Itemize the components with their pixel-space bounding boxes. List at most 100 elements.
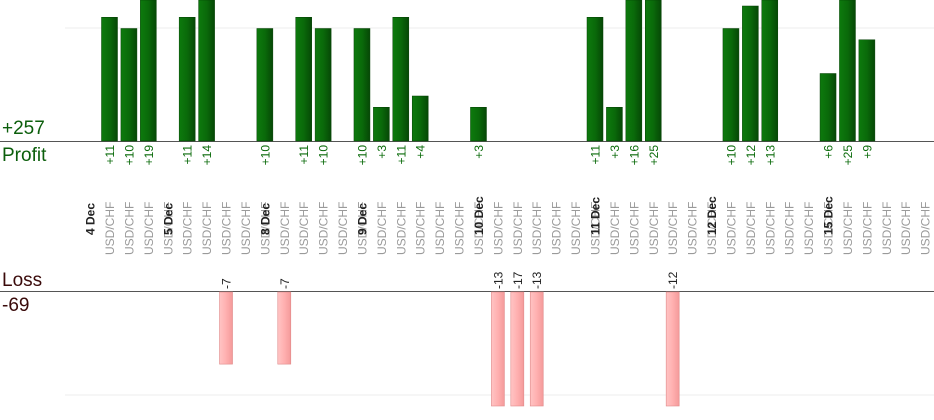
profit-bar [373, 107, 390, 142]
profit-value-label: +14 [200, 145, 214, 166]
category-label: USD/CHF [103, 202, 117, 255]
loss-value-label: -17 [511, 271, 525, 289]
profit-bar [586, 17, 604, 142]
profit-value-label: +25 [647, 145, 661, 166]
category-label: USD/CHF [355, 202, 369, 255]
category-label: USD/CHF [394, 202, 408, 255]
loss-total: -69 [2, 295, 30, 316]
category-label: USD/CHF [919, 202, 933, 255]
category-label: USD/CHF [705, 202, 719, 255]
profit-value-label: +10 [258, 145, 272, 166]
category-label: USD/CHF [550, 202, 564, 255]
category-label: USD/CHF [666, 202, 680, 255]
profit-value-label: +10 [724, 145, 738, 166]
loss-bar [277, 291, 292, 365]
profit-value-label: +11 [394, 145, 408, 165]
category-label: USD/CHF [297, 202, 311, 255]
category-label: USD/CHF [472, 202, 486, 255]
category-label: USD/CHF [336, 202, 350, 255]
category-label: USD/CHF [647, 202, 661, 255]
category-label: USD/CHF [569, 202, 583, 255]
profit-value-label: +12 [744, 145, 758, 166]
profit-bar [858, 39, 876, 142]
profit-bar [606, 107, 623, 142]
profit-value-label: +10 [355, 145, 369, 166]
loss-bar [665, 291, 680, 407]
category-label: USD/CHF [278, 202, 292, 255]
category-label: USD/CHF [802, 202, 816, 255]
profit-value-label: +25 [841, 145, 855, 166]
profit-bar [178, 17, 196, 142]
category-label: USD/CHF [608, 202, 622, 255]
profit-bar [645, 0, 662, 142]
profit-bar [761, 0, 779, 142]
profit-bar [140, 0, 157, 142]
date-label: 15 Dec [822, 196, 836, 235]
category-label: USD/CHF [200, 202, 214, 255]
profit-value-label: +11 [589, 145, 603, 165]
category-label: USD/CHF [453, 202, 467, 255]
category-label: USD/CHF [511, 202, 525, 255]
loss-bar [510, 291, 525, 407]
category-label: USD/CHF [589, 202, 603, 255]
category-label: USD/CHF [686, 202, 700, 255]
loss-bar [529, 291, 544, 407]
category-label: USD/CHF [161, 202, 175, 255]
profit-bar [198, 0, 215, 142]
profit-value-label: +3 [608, 145, 622, 159]
profit-bar [819, 73, 837, 142]
category-label: USD/CHF [899, 202, 913, 255]
profit-value-label: +13 [763, 145, 777, 166]
category-label: USD/CHF [414, 202, 428, 255]
category-label: USD/CHF [783, 202, 797, 255]
category-label: USD/CHF [122, 202, 136, 255]
category-label: USD/CHF [491, 202, 505, 255]
category-label: USD/CHF [258, 202, 272, 255]
profit-value-label: +16 [627, 145, 641, 166]
category-label: USD/CHF [822, 202, 836, 255]
date-label: 5 Dec [161, 203, 175, 235]
profit-value-label: +10 [122, 145, 136, 166]
profit-bar [742, 5, 759, 142]
category-label: USD/CHF [763, 202, 777, 255]
date-label: 10 Dec [472, 196, 486, 235]
profit-bar [256, 28, 274, 142]
loss-bar [219, 291, 233, 365]
date-label: 12 Dec [705, 196, 719, 235]
profit-label: Profit [2, 145, 47, 166]
profit-bar [120, 28, 138, 142]
category-label: USD/CHF [880, 202, 894, 255]
profit-total: +257 [2, 118, 45, 139]
date-label: 11 Dec [589, 197, 603, 235]
category-label: USD/CHF [317, 202, 331, 255]
category-label: USD/CHF [744, 202, 758, 255]
category-label: USD/CHF [239, 202, 253, 255]
loss-label: Loss [2, 270, 43, 291]
category-label: USD/CHF [627, 202, 641, 255]
profit-value-label: +3 [375, 145, 389, 159]
date-label: 4 Dec [84, 203, 98, 235]
profit-value-label: +11 [181, 145, 195, 165]
loss-value-label: -7 [278, 278, 292, 289]
profit-bar [314, 28, 332, 142]
category-label: USD/CHF [860, 202, 874, 255]
loss-bar [491, 291, 505, 407]
profit-value-label: +19 [142, 145, 156, 166]
profit-value-label: +11 [103, 145, 117, 165]
category-label: USD/CHF [530, 202, 544, 255]
profit-bar [470, 107, 487, 142]
profit-value-label: +11 [297, 145, 311, 165]
profit-bar [392, 17, 410, 142]
profit-value-label: +10 [317, 145, 331, 166]
profit-bar [625, 0, 643, 142]
category-label: USD/CHF [724, 202, 738, 255]
category-label: USD/CHF [181, 202, 195, 255]
profit-bar [839, 0, 856, 142]
loss-value-label: -7 [220, 278, 234, 289]
profit-value-label: +4 [414, 145, 428, 159]
category-label: USD/CHF [375, 202, 389, 255]
profit-value-label: +3 [472, 145, 486, 159]
date-label: 8 Dec [258, 203, 272, 235]
loss-value-label: -13 [491, 271, 505, 289]
